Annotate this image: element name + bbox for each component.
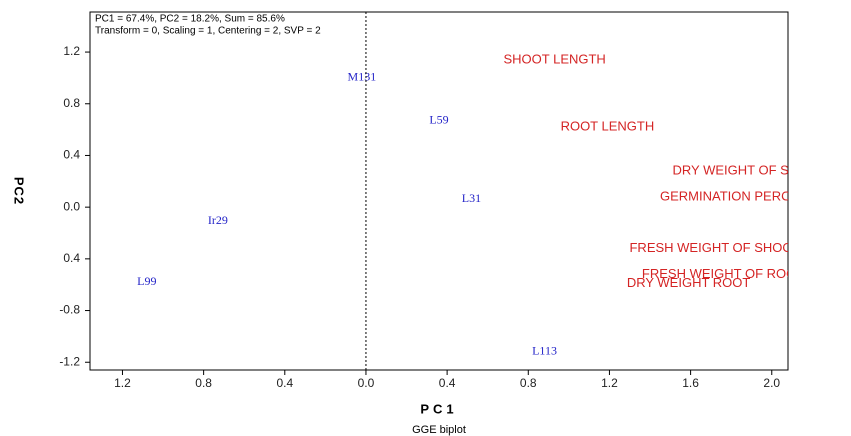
caption: GGE biplot xyxy=(412,424,466,436)
genotype-label: L99 xyxy=(137,274,156,288)
trait-label: GERMINATION PERCENTAGE xyxy=(660,188,843,203)
trait-label: DRY WEIGHT ROOT xyxy=(627,275,751,290)
trait-label: FRESH WEIGHT OF ROOT xyxy=(642,266,804,281)
genotype-label: L59 xyxy=(429,112,448,126)
x-axis-title: PC1 xyxy=(420,401,457,416)
x-tick-label: 0.4 xyxy=(276,376,293,390)
genotype-label: Ir29 xyxy=(208,213,228,227)
trait-label: DRY WEIGHT OF SHOOT xyxy=(673,162,827,177)
genotype-label: L31 xyxy=(462,191,481,205)
y-tick-label: -1.2 xyxy=(59,354,80,368)
genotype-label: M131 xyxy=(348,70,377,84)
y-tick-label: 1.2 xyxy=(63,44,80,58)
plot-area: M131 L59 L31 Ir29 L99 L113 SHOOT LENGTH ROOT LE… xyxy=(137,51,843,358)
y-tick-label: -0.8 xyxy=(59,303,80,317)
x-tick-label: 2.0 xyxy=(763,376,780,390)
y-tick-label: 0.4 xyxy=(63,148,80,162)
trait-label: FRESH WEIGHT OF SHOOT xyxy=(629,240,800,255)
trait-label: ROOT LENGTH xyxy=(561,118,655,133)
x-tick-label: 1.2 xyxy=(114,376,131,390)
x-tick-label: 1.6 xyxy=(682,376,699,390)
chart-subtitle: Transform = 0, Scaling = 1, Centering = … xyxy=(95,26,321,37)
y-tick-label: 0.0 xyxy=(63,199,80,213)
chart-title: PC1 = 67.4%, PC2 = 18.2%, Sum = 85.6% xyxy=(95,14,285,25)
plot-frame xyxy=(89,11,789,371)
y-axis-title: PC2 xyxy=(12,177,27,205)
x-tick-label: 0.8 xyxy=(520,376,537,390)
genotype-label: L113 xyxy=(532,344,557,358)
x-tick-label: 0.4 xyxy=(439,376,456,390)
y-tick-label: 0.8 xyxy=(63,96,80,110)
x-tick-label: 0.8 xyxy=(195,376,212,390)
x-tick-label: 0.0 xyxy=(358,376,375,390)
y-tick-label: 0.4 xyxy=(63,251,80,265)
trait-label: SHOOT LENGTH xyxy=(503,51,605,66)
x-tick-label: 1.2 xyxy=(601,376,618,390)
